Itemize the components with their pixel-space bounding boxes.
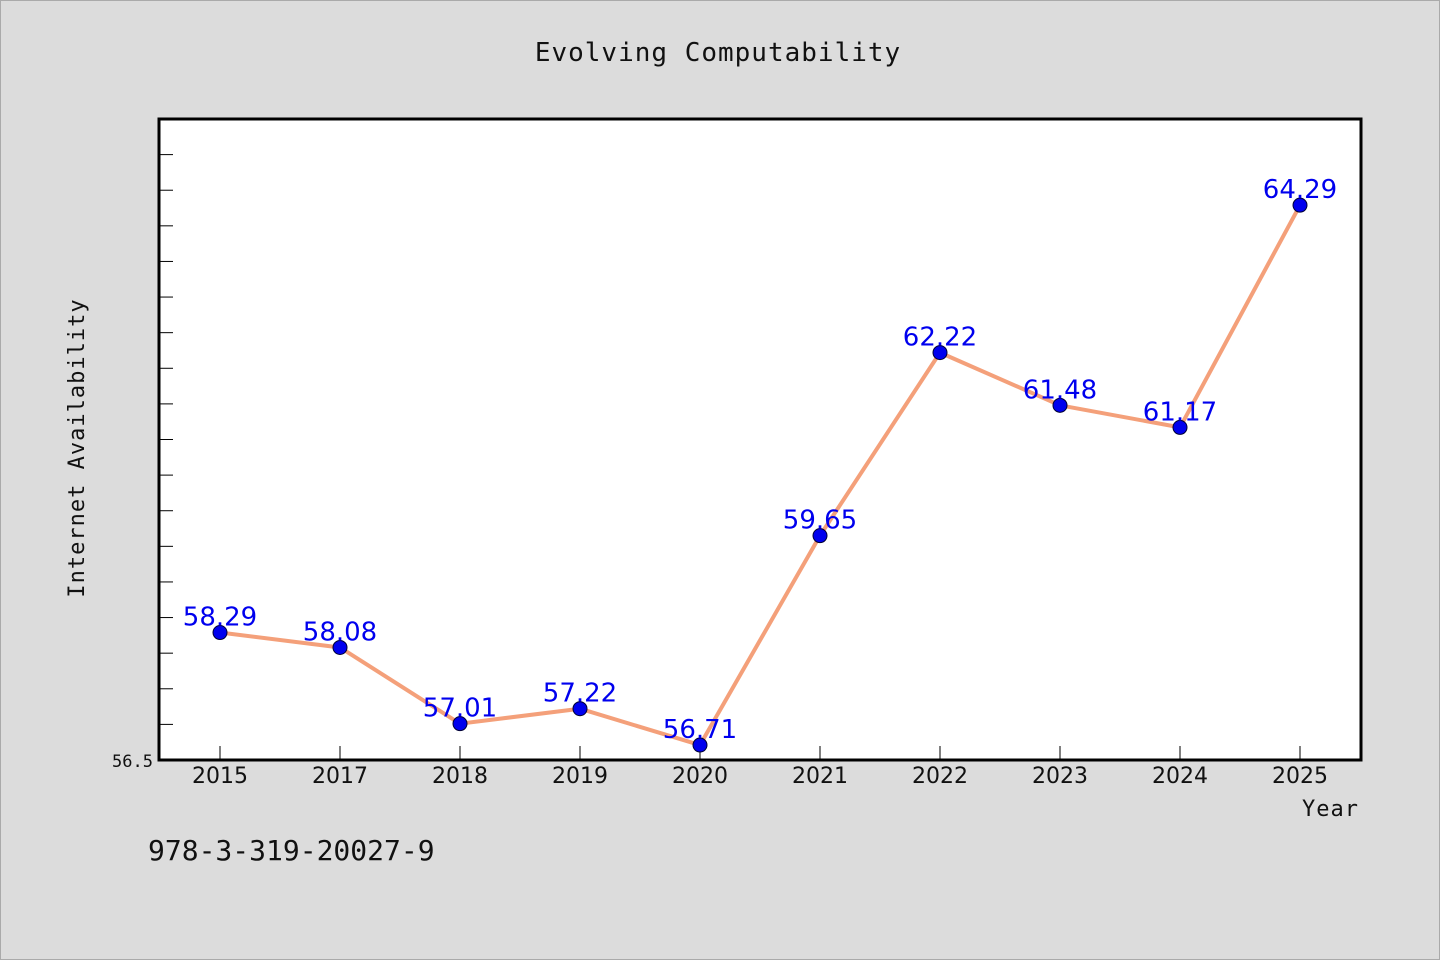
data-label: 61.48 bbox=[1023, 375, 1097, 405]
y-axis-title: Internet Availability bbox=[65, 298, 90, 597]
data-label: 58.29 bbox=[183, 603, 257, 633]
data-point bbox=[1172, 419, 1188, 435]
x-tick-label: 2015 bbox=[192, 764, 248, 789]
y-axis-ticks bbox=[159, 118, 173, 761]
data-label: 57.22 bbox=[543, 679, 617, 709]
x-tick-label: 2018 bbox=[432, 764, 488, 789]
chart-title: Evolving Computability bbox=[535, 38, 901, 68]
data-labels: 58.29 58.08 57.01 57.22 56.71 59.65 62.22 61.48… bbox=[183, 175, 1337, 745]
y-tick-label: 56.5 bbox=[112, 752, 153, 772]
x-axis-title: Year bbox=[1302, 797, 1359, 822]
data-label: 64.29 bbox=[1263, 175, 1337, 205]
x-axis-tick-labels: 2015 2017 2018 2019 2020 2021 2022 2023 2024 2025 bbox=[192, 764, 1328, 789]
data-point bbox=[572, 701, 588, 717]
x-tick-label: 2022 bbox=[912, 764, 968, 789]
x-tick-label: 2021 bbox=[792, 764, 848, 789]
data-label: 59.65 bbox=[783, 506, 857, 536]
data-point bbox=[332, 639, 348, 655]
x-tick-label: 2023 bbox=[1032, 764, 1088, 789]
data-markers bbox=[212, 197, 1308, 753]
data-label: 56.71 bbox=[663, 715, 737, 745]
x-tick-label: 2020 bbox=[672, 764, 728, 789]
data-point bbox=[452, 716, 468, 732]
data-point bbox=[692, 737, 708, 753]
x-axis-ticks bbox=[219, 746, 1301, 760]
series-line bbox=[219, 204, 1302, 748]
x-tick-label: 2024 bbox=[1152, 764, 1208, 789]
x-tick-label: 2017 bbox=[312, 764, 368, 789]
data-point bbox=[932, 345, 948, 361]
x-tick-label: 2025 bbox=[1272, 764, 1328, 789]
data-label: 62.22 bbox=[903, 323, 977, 353]
data-point bbox=[1292, 197, 1308, 213]
plot-area bbox=[157, 117, 1363, 762]
x-tick-label: 2019 bbox=[552, 764, 608, 789]
data-point bbox=[212, 625, 228, 641]
data-point bbox=[1052, 397, 1068, 413]
data-label: 58.08 bbox=[303, 617, 377, 647]
data-label: 61.17 bbox=[1143, 397, 1217, 427]
isbn-text: 978-3-319-20027-9 bbox=[148, 834, 435, 867]
data-point bbox=[812, 528, 828, 544]
data-label: 57.01 bbox=[423, 694, 497, 724]
